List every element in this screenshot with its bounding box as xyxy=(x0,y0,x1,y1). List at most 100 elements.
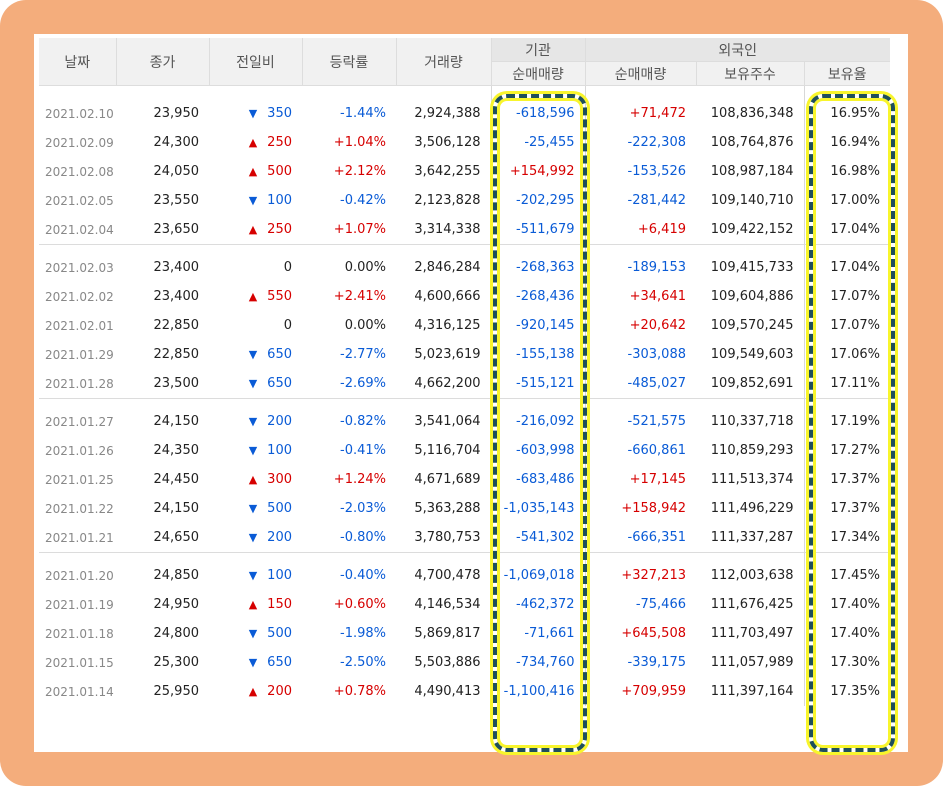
change-value: 350 xyxy=(267,106,292,121)
cell-foreign-shares: 111,676,425 xyxy=(696,590,805,619)
cell-close: 24,300 xyxy=(153,135,200,150)
table-row: 2021.02.08 24,050 ▲ 500 +2.12% 3,642,255 +154,… xyxy=(39,157,890,186)
cell-inst-net: -683,486 xyxy=(491,465,586,494)
table-row: 2021.01.14 25,950 ▲ 200 +0.78% 4,490,413 -1,10… xyxy=(39,677,890,706)
table-row: 2021.02.04 23,650 ▲ 250 +1.07% 3,314,338 -511,… xyxy=(39,215,890,245)
cell-foreign-ratio: 17.45% xyxy=(830,568,880,583)
cell-close: 24,800 xyxy=(153,626,200,641)
triangle-down-icon: ▼ xyxy=(248,194,258,207)
table-row: 2021.01.20 24,850 ▼ 100 -0.40% 4,700,478 -1,06… xyxy=(39,561,890,590)
cell-date: 2021.01.21 xyxy=(45,530,114,545)
cell-foreign-net: -222,308 xyxy=(627,135,686,150)
table-row: 2021.01.18 24,800 ▼ 500 -1.98% 5,869,817 -71,6… xyxy=(39,619,890,648)
cell-date: 2021.01.15 xyxy=(45,655,114,670)
change-value: 200 xyxy=(267,530,292,545)
cell-foreign-net: -485,027 xyxy=(627,376,686,391)
triangle-down-icon: ▼ xyxy=(248,502,258,515)
cell-foreign-shares: 111,496,229 xyxy=(696,494,805,523)
cell-change: ▲ 250 xyxy=(209,215,302,245)
group-separator xyxy=(39,552,890,561)
cell-foreign-shares: 111,513,374 xyxy=(696,465,805,494)
table-row: 2021.02.10 23,950 ▼ 350 -1.44% 2,924,388 -618,… xyxy=(39,99,890,128)
table-row: 2021.01.22 24,150 ▼ 500 -2.03% 5,363,288 -1,03… xyxy=(39,494,890,523)
cell-change: ▲ 300 xyxy=(209,465,302,494)
cell-close: 24,450 xyxy=(153,472,200,487)
cell-rate: 0.00% xyxy=(344,260,386,275)
cell-change: ▲ 500 xyxy=(209,157,302,186)
table-row: 2021.01.21 24,650 ▼ 200 -0.80% 3,780,753 -541,… xyxy=(39,523,890,553)
change-value: 650 xyxy=(267,376,292,391)
cell-change: ▼ 650 xyxy=(209,648,302,677)
cell-close: 24,950 xyxy=(153,597,200,612)
cell-volume: 4,490,413 xyxy=(396,677,492,706)
cell-rate: +1.04% xyxy=(333,135,386,150)
cell-volume: 5,363,288 xyxy=(396,494,492,523)
cell-inst-net: -155,138 xyxy=(491,340,586,369)
header-foreign: 외국인 xyxy=(585,38,890,62)
cell-volume: 5,869,817 xyxy=(396,619,492,648)
cell-change: ▼ 500 xyxy=(209,619,302,648)
cell-foreign-ratio: 16.94% xyxy=(830,135,880,150)
cell-foreign-shares: 109,415,733 xyxy=(696,253,805,282)
cell-volume: 5,023,619 xyxy=(396,340,492,369)
cell-change: 0 xyxy=(209,253,302,282)
cell-foreign-shares: 109,570,245 xyxy=(696,311,805,340)
change-value: 550 xyxy=(267,289,292,304)
cell-close: 22,850 xyxy=(153,347,200,362)
header-foreign-ratio: 보유율 xyxy=(804,61,890,86)
cell-foreign-ratio: 16.95% xyxy=(830,106,880,121)
header-foreign-shares: 보유주수 xyxy=(696,61,805,86)
cell-foreign-ratio: 17.34% xyxy=(830,530,880,545)
change-value: 650 xyxy=(267,655,292,670)
cell-volume: 4,700,478 xyxy=(396,561,492,590)
cell-date: 2021.01.26 xyxy=(45,443,114,458)
cell-foreign-ratio: 17.40% xyxy=(830,597,880,612)
cell-change: ▼ 100 xyxy=(209,186,302,215)
cell-volume: 4,316,125 xyxy=(396,311,492,340)
cell-foreign-net: -521,575 xyxy=(627,414,686,429)
cell-inst-net: -25,455 xyxy=(491,128,586,157)
cell-rate: -0.41% xyxy=(340,443,386,458)
triangle-down-icon: ▼ xyxy=(248,415,258,428)
cell-date: 2021.01.19 xyxy=(45,597,114,612)
cell-inst-net: -1,069,018 xyxy=(491,561,586,590)
cell-date: 2021.01.22 xyxy=(45,501,114,516)
change-value: 250 xyxy=(267,135,292,150)
cell-change: ▼ 200 xyxy=(209,523,302,553)
cell-inst-net: -71,661 xyxy=(491,619,586,648)
change-value: 100 xyxy=(267,193,292,208)
triangle-up-icon: ▲ xyxy=(248,165,258,178)
header-date: 날짜 xyxy=(39,38,117,86)
cell-foreign-ratio: 17.00% xyxy=(830,193,880,208)
cell-foreign-shares: 109,604,886 xyxy=(696,282,805,311)
cell-foreign-net: -303,088 xyxy=(627,347,686,362)
cell-date: 2021.02.01 xyxy=(45,318,114,333)
table-row: 2021.02.05 23,550 ▼ 100 -0.42% 2,123,828 -202,… xyxy=(39,186,890,215)
institution-net-highlight xyxy=(493,94,587,752)
cell-inst-net: -734,760 xyxy=(491,648,586,677)
triangle-down-icon: ▼ xyxy=(248,531,258,544)
header-rate: 등락률 xyxy=(302,38,397,86)
cell-inst-net: -202,295 xyxy=(491,186,586,215)
change-value: 250 xyxy=(267,222,292,237)
table-row: 2021.02.01 22,850 0 0.00% 4,316,125 -920,145 +… xyxy=(39,311,890,340)
cell-date: 2021.01.18 xyxy=(45,626,114,641)
cell-foreign-shares: 110,859,293 xyxy=(696,436,805,465)
table-row: 2021.01.15 25,300 ▼ 650 -2.50% 5,503,886 -734,… xyxy=(39,648,890,677)
cell-close: 24,850 xyxy=(153,568,200,583)
change-value: 650 xyxy=(267,347,292,362)
change-value: 300 xyxy=(267,472,292,487)
cell-rate: -0.82% xyxy=(340,414,386,429)
change-value: 500 xyxy=(267,501,292,516)
cell-foreign-net: -281,442 xyxy=(627,193,686,208)
triangle-up-icon: ▲ xyxy=(248,136,258,149)
triangle-up-icon: ▲ xyxy=(248,473,258,486)
cell-volume: 3,780,753 xyxy=(396,523,492,553)
table-row: 2021.02.03 23,400 0 0.00% 2,846,284 -268,363 -… xyxy=(39,253,890,282)
table-row: 2021.02.09 24,300 ▲ 250 +1.04% 3,506,128 -25,4… xyxy=(39,128,890,157)
cell-volume: 2,123,828 xyxy=(396,186,492,215)
cell-rate: -1.98% xyxy=(340,626,386,641)
cell-inst-net: -603,998 xyxy=(491,436,586,465)
cell-foreign-ratio: 17.35% xyxy=(830,684,880,699)
cell-foreign-shares: 109,852,691 xyxy=(696,369,805,399)
